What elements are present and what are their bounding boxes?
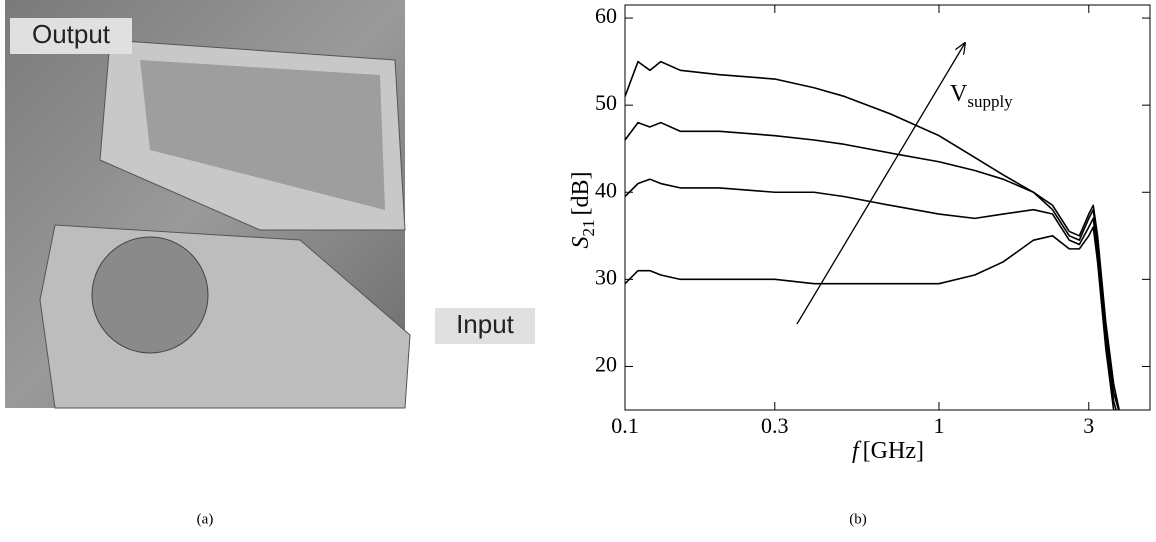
x-tick-label: 0.3 [761, 413, 789, 438]
plot-frame [624, 4, 1151, 411]
photo-label: Input [456, 309, 515, 339]
series-line [625, 226, 1115, 410]
y-tick-label: 30 [595, 264, 617, 289]
series-line [625, 178, 1117, 410]
photo: Output Input [5, 0, 535, 409]
annotation-text: V [950, 81, 968, 107]
x-axis-unit: [GHz] [863, 438, 924, 464]
y-tick-label: 40 [595, 177, 617, 202]
x-tick-label: 1 [933, 413, 944, 438]
series-line [625, 60, 1120, 410]
label-box [435, 308, 535, 344]
x-axis-label: f [GHz] [852, 438, 924, 464]
x-tick-label: 0.1 [611, 413, 639, 438]
y-tick-label: 60 [595, 3, 617, 28]
y-axis-symbol: S [568, 237, 594, 249]
y-axis-label: S21 [dB] [568, 172, 598, 249]
x-axis-symbol: f [852, 438, 862, 464]
caption: (b) [849, 511, 867, 527]
plot-area [625, 60, 1120, 410]
series-line [625, 121, 1120, 410]
annotation: Vsupply [950, 81, 1013, 111]
photo-label: Output [32, 19, 111, 49]
y-tick-label: 20 [595, 351, 617, 376]
label-box [10, 18, 132, 54]
trend-arrow [796, 43, 965, 325]
caption: (a) [197, 511, 214, 527]
coin [91, 236, 209, 354]
x-tick-label: 3 [1083, 413, 1094, 438]
y-axis-unit: [dB] [568, 172, 594, 216]
annotation-subscript: supply [967, 92, 1013, 111]
y-axis-subscript: 21 [579, 220, 598, 237]
circuit-board [140, 60, 385, 210]
y-tick-label: 50 [595, 90, 617, 115]
